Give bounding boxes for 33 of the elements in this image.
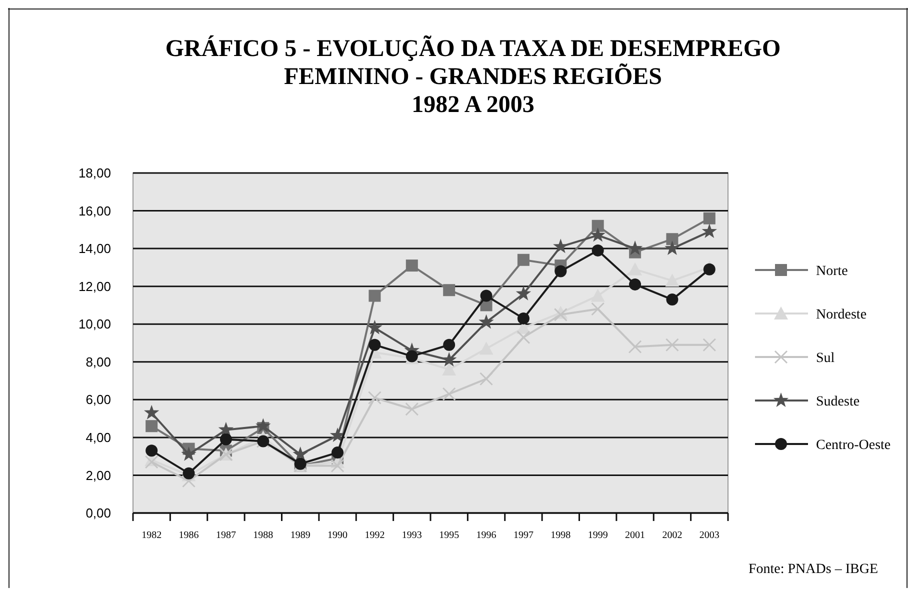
- x-tick-label: 2001: [625, 530, 646, 541]
- y-tick-label: 2,00: [86, 468, 111, 483]
- source-note: Fonte: PNADs – IBGE: [748, 562, 878, 577]
- y-tick-label: 14,00: [78, 241, 111, 256]
- x-tick-label: 1999: [588, 530, 608, 541]
- chart-title: GRÁFICO 5 - EVOLUÇÃO DA TAXA DE DESEMPREGO FEMININO - GRANDES REGIÕES 1982 A 2003: [165, 35, 781, 118]
- y-tick-label: 16,00: [78, 203, 111, 218]
- x-tick-label: 1982: [142, 530, 162, 541]
- x-tick-label: 1992: [364, 530, 385, 541]
- y-tick-label: 8,00: [86, 354, 111, 370]
- x-tick-label: 2003: [699, 530, 720, 541]
- x-tick-label: 1998: [550, 530, 571, 541]
- y-tick-label: 6,00: [86, 392, 111, 408]
- legend-label: Sudeste: [816, 394, 860, 410]
- legend-label: Norte: [816, 264, 848, 279]
- x-tick-label: 1989: [290, 530, 310, 541]
- y-tick-label: 4,00: [86, 430, 111, 445]
- x-tick-label: 1990: [328, 530, 348, 541]
- legend-label: Sul: [816, 350, 835, 366]
- x-tick-label: 1997: [513, 530, 534, 541]
- x-tick-label: 1996: [476, 530, 496, 541]
- x-tick-label: 1993: [402, 530, 422, 541]
- x-tick-label: 1995: [439, 530, 460, 541]
- x-tick-label: 1987: [216, 530, 236, 541]
- y-tick-label: 10,00: [78, 316, 111, 332]
- x-tick-label: 1986: [178, 530, 199, 541]
- y-tick-label: 18,00: [78, 166, 111, 181]
- legend-label: Nordeste: [816, 307, 867, 322]
- x-tick-label: 1988: [253, 530, 274, 541]
- y-tick-label: 0,00: [86, 506, 111, 521]
- x-tick-label: 2002: [662, 530, 682, 541]
- y-tick-label: 12,00: [78, 278, 111, 294]
- legend-label: Centro-Oeste: [816, 438, 891, 453]
